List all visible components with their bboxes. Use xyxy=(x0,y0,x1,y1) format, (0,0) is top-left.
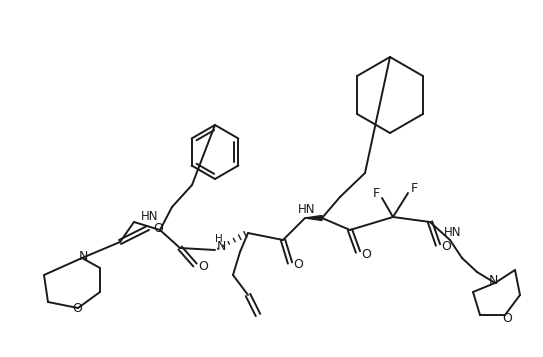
Text: O: O xyxy=(502,312,512,325)
Text: O: O xyxy=(361,247,371,261)
Text: O: O xyxy=(72,302,82,316)
Text: O: O xyxy=(198,261,208,273)
Text: O: O xyxy=(153,221,163,235)
Text: H: H xyxy=(215,234,223,244)
Text: O: O xyxy=(441,241,451,253)
Text: F: F xyxy=(411,181,418,195)
Text: HN: HN xyxy=(141,210,159,222)
Text: N: N xyxy=(488,275,498,287)
Text: HN: HN xyxy=(298,202,315,216)
Text: N: N xyxy=(78,251,87,263)
Text: O: O xyxy=(293,258,303,272)
Text: HN: HN xyxy=(444,226,462,238)
Polygon shape xyxy=(305,216,322,221)
Text: N: N xyxy=(216,240,226,252)
Text: F: F xyxy=(372,186,380,200)
